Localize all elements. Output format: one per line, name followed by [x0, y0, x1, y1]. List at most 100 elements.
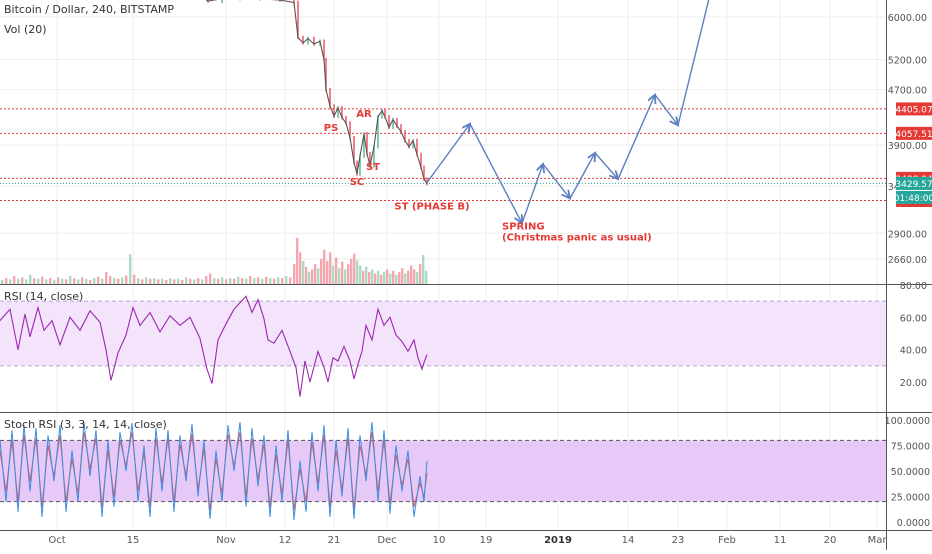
- volume-bar: [173, 279, 176, 284]
- volume-bar: [53, 280, 56, 284]
- volume-bar: [33, 278, 36, 284]
- volume-bar: [269, 278, 272, 284]
- volume-bar: [326, 260, 329, 284]
- annotation-label: PS: [324, 123, 339, 134]
- volume-bar: [413, 269, 416, 284]
- volume-bar: [17, 278, 20, 284]
- stoch-rsi-label: Stoch RSI (3, 3, 14, 14, close): [4, 418, 167, 431]
- volume-bar: [77, 279, 80, 284]
- volume-bar: [117, 278, 120, 284]
- volume-bar: [153, 278, 156, 284]
- time-axis-tick-label: 15: [127, 535, 140, 546]
- volume-bar: [371, 269, 374, 284]
- volume-bar: [213, 278, 216, 284]
- projection-segment[interactable]: [521, 164, 543, 224]
- volume-bar: [308, 272, 311, 284]
- rsi-tick-label: 40.00: [900, 346, 927, 357]
- level-price-tag: [896, 102, 932, 116]
- volume-bar: [193, 279, 196, 284]
- volume-bar: [225, 279, 228, 284]
- stoch-tick-label: 0.0000: [897, 518, 930, 529]
- annotation-label: SPRING: [502, 222, 545, 233]
- volume-layer: [1, 237, 428, 284]
- projection-segment[interactable]: [594, 152, 618, 179]
- time-axis-tick-label: Feb: [718, 535, 736, 546]
- volume-bar: [57, 277, 60, 284]
- projection-segment[interactable]: [677, 0, 712, 126]
- stoch-tick-label: 100.0000: [885, 416, 930, 427]
- last-price-label: 3429.57: [895, 180, 932, 190]
- time-axis-tick-label: 20: [824, 535, 837, 546]
- time-axis-tick-label: 10: [433, 535, 446, 546]
- volume-bar: [404, 273, 407, 284]
- level-layer: [0, 108, 886, 201]
- volume-bar: [350, 258, 353, 284]
- projection-segment[interactable]: [617, 95, 655, 180]
- projection-segment[interactable]: [469, 123, 522, 223]
- volume-bar: [302, 260, 305, 284]
- price-tick-label: 3900.00: [888, 141, 927, 152]
- volume-bar: [344, 269, 347, 284]
- volume-bar: [229, 278, 232, 284]
- volume-bar: [398, 272, 401, 284]
- price-tick-label: 4700.00: [888, 86, 927, 97]
- level-price-tag: [896, 126, 932, 140]
- volume-bar: [249, 276, 252, 284]
- level-price-label: 4057.51: [895, 130, 932, 140]
- volume-bar: [425, 270, 428, 284]
- volume-bar: [89, 280, 92, 284]
- volume-bar: [13, 276, 16, 284]
- volume-bar: [73, 278, 76, 284]
- volume-bar: [205, 276, 208, 284]
- time-axis-tick-label: Nov: [216, 535, 236, 546]
- volume-bar: [125, 275, 128, 284]
- volume-bar: [37, 278, 40, 284]
- volume-bar: [265, 276, 268, 284]
- volume-bar: [422, 254, 425, 284]
- volume-bar: [332, 265, 335, 284]
- volume-bar: [145, 277, 148, 284]
- volume-bar: [109, 276, 112, 284]
- volume-bar: [81, 277, 84, 284]
- projection-segment[interactable]: [426, 124, 470, 183]
- volume-bar: [189, 278, 192, 284]
- volume-bar: [93, 278, 96, 284]
- volume-bar: [169, 278, 172, 284]
- projection-segment[interactable]: [542, 163, 570, 198]
- volume-bar: [165, 280, 168, 284]
- stoch-layer: [0, 421, 428, 521]
- annotation-label: ST (PHASE B): [394, 202, 469, 213]
- volume-bar: [419, 264, 422, 284]
- volume-bar: [237, 276, 240, 284]
- bar-timer-label: 01:48:00: [894, 194, 932, 204]
- volume-bar: [257, 277, 260, 284]
- volume-bar: [137, 278, 140, 284]
- volume-bar: [9, 279, 12, 284]
- volume-bar: [197, 278, 200, 284]
- stoch-tick-label: 75.0000: [891, 442, 930, 453]
- volume-bar: [338, 268, 341, 284]
- volume-bar: [201, 279, 204, 284]
- projection-segment[interactable]: [654, 94, 678, 125]
- bar-timer-tag: [896, 190, 932, 204]
- rsi-band: [0, 301, 886, 366]
- volume-bar: [377, 270, 380, 284]
- price-tick-label: 6000.00: [888, 13, 927, 24]
- volume-bar: [356, 260, 359, 284]
- annotation-label: ST: [366, 162, 380, 173]
- volume-bar: [368, 272, 371, 284]
- rsi-line: [0, 295, 428, 397]
- volume-bar: [133, 274, 136, 284]
- time-axis-tick-label: 21: [328, 535, 341, 546]
- time-axis-tick-label: 23: [672, 535, 685, 546]
- volume-bar: [129, 254, 132, 284]
- projection-segment[interactable]: [569, 153, 595, 199]
- annotation-label: AR: [356, 109, 372, 120]
- volume-bar: [217, 278, 220, 284]
- volume-bar: [177, 278, 180, 284]
- level-price-label: 4405.07: [895, 105, 932, 115]
- time-axis-tick-label: 2019: [544, 535, 572, 546]
